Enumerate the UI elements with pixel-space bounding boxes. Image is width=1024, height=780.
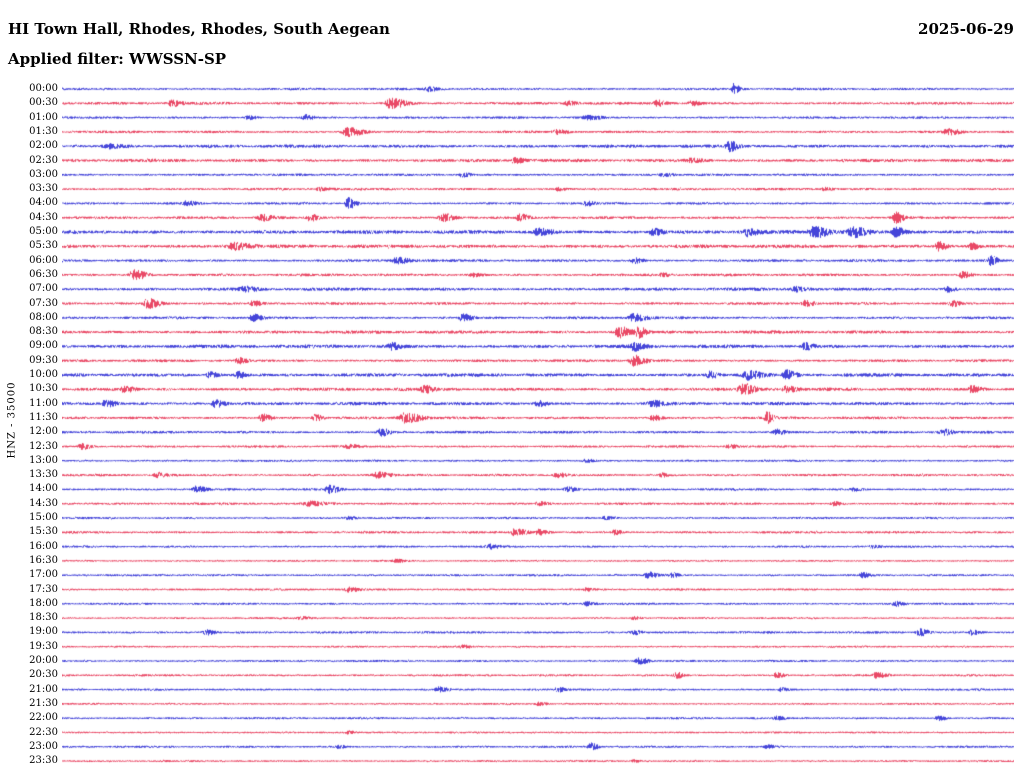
time-label: 10:00 (29, 369, 58, 380)
time-label: 14:00 (29, 483, 58, 495)
time-label: 02:00 (29, 140, 58, 152)
time-label: 08:30 (29, 326, 58, 338)
seismogram-canvas (62, 82, 1014, 772)
time-label: 19:30 (29, 640, 58, 652)
time-label: 01:00 (29, 111, 58, 123)
time-label: 22:30 (29, 726, 58, 738)
time-label: 00:00 (29, 83, 58, 94)
time-label: 22:00 (29, 712, 58, 724)
time-label: 16:00 (29, 540, 58, 552)
time-label: 20:30 (29, 669, 58, 681)
time-label: 05:30 (29, 240, 58, 252)
time-label: 18:00 (29, 597, 58, 609)
time-label: 03:00 (29, 168, 58, 180)
time-label: 10:30 (29, 383, 58, 395)
time-label: 11:00 (29, 397, 58, 409)
time-label: 06:30 (29, 268, 58, 280)
time-label: 07:00 (29, 283, 58, 295)
time-label: 13:00 (29, 454, 58, 466)
time-label: 12:30 (29, 440, 58, 452)
time-label: 00:30 (29, 97, 58, 109)
time-label: 04:00 (29, 197, 58, 209)
time-label: 14:30 (29, 497, 58, 509)
time-label: 13:30 (29, 469, 58, 481)
time-label: 09:00 (29, 340, 58, 352)
time-label: 07:30 (29, 297, 58, 309)
time-label: 01:30 (29, 125, 58, 137)
time-label: 11:30 (29, 411, 58, 423)
time-label: 03:30 (29, 183, 58, 195)
filter-label: Applied filter: WWSSN-SP (8, 50, 227, 68)
time-label: 12:00 (29, 426, 58, 438)
time-label: 18:30 (29, 612, 58, 624)
time-label: 06:00 (29, 254, 58, 266)
time-axis: 00:00 00:30 01:00 01:30 02:00 02:30 03:00 03:30… (0, 0, 58, 780)
time-label: 16:30 (29, 554, 58, 566)
date-label: 2025-06-29 (918, 20, 1014, 38)
time-label: 15:00 (29, 512, 58, 523)
time-label: 21:00 (29, 683, 58, 695)
time-label: 19:00 (29, 626, 58, 638)
time-label: 17:30 (29, 583, 58, 595)
time-label: 23:00 (29, 740, 58, 752)
time-label: 21:30 (29, 697, 58, 709)
time-label: 15:30 (29, 526, 58, 538)
time-label: 05:00 (29, 226, 58, 237)
time-label: 08:00 (29, 311, 58, 323)
time-label: 20:00 (29, 655, 58, 666)
time-label: 02:30 (29, 154, 58, 166)
station-title: HI Town Hall, Rhodes, Rhodes, South Aege… (8, 20, 390, 38)
time-label: 17:00 (29, 569, 58, 581)
time-label: 23:30 (29, 755, 58, 767)
time-label: 09:30 (29, 354, 58, 366)
time-label: 04:30 (29, 211, 58, 223)
